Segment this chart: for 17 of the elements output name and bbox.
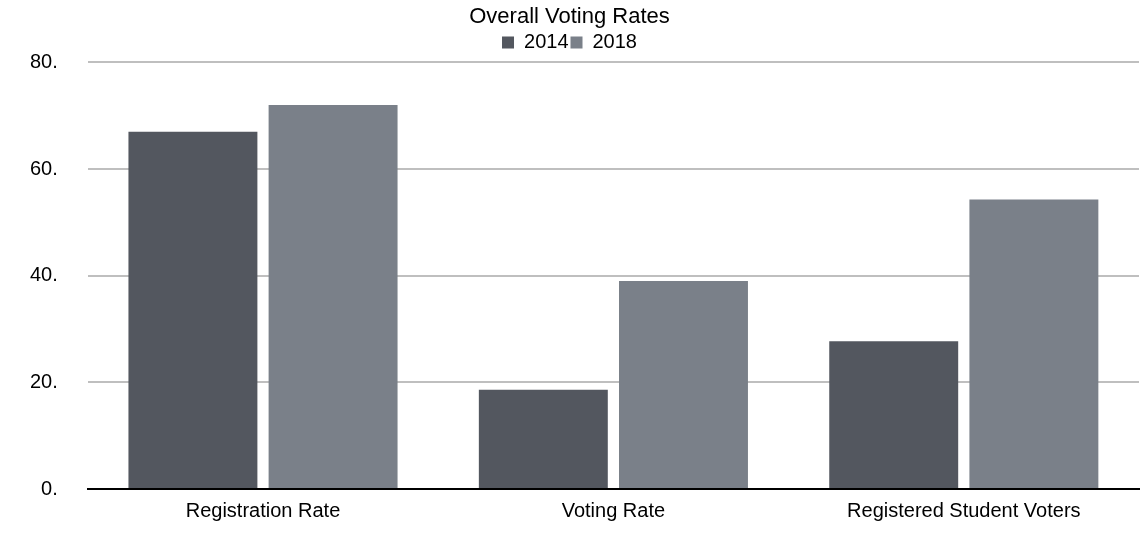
x-tick-label: Registered Student Voters [847, 498, 1081, 521]
bar [268, 105, 398, 488]
y-tick-label: 20. [29, 369, 58, 392]
y-tick-label: 0. [41, 476, 58, 499]
chart-title: Overall Voting Rates [469, 3, 670, 29]
y-tick-label: 40. [29, 263, 58, 286]
x-tick-label: Voting Rate [561, 498, 666, 521]
bar [128, 131, 258, 488]
legend-label: 2018 [592, 29, 637, 52]
y-tick-label: 60. [29, 156, 58, 179]
bar [478, 389, 608, 488]
legend-label: 2014 [524, 29, 569, 52]
bar [969, 199, 1099, 488]
bar [829, 341, 959, 488]
y-tick-label: 80. [29, 49, 58, 72]
x-tick-label: Registration Rate [185, 498, 341, 521]
bar [619, 281, 748, 488]
